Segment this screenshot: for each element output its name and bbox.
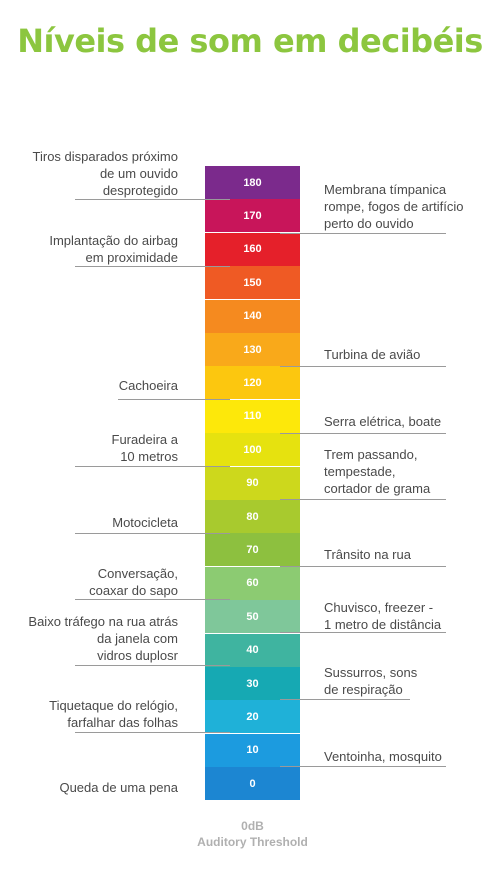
label-light-traffic: Baixo tráfego na rua atrás da janela com… [28,614,178,663]
scale-segment-180: 180 [205,166,300,199]
scale-segment-50: 50 [205,600,300,634]
scale-value: 150 [243,276,262,289]
scale-value: 40 [246,644,259,657]
scale-value: 130 [243,343,262,356]
leader-line [75,732,230,733]
label-airbag: Implantação do airbag em proximidade [49,233,178,265]
label-gunshot: Tiros disparados próximo de um ouvido de… [32,149,178,198]
scale-segment-60: 60 [205,566,300,600]
label-chainsaw: Serra elétrica, boate [324,414,442,429]
scale-segment-20: 20 [205,700,300,734]
label-drill: Furadeira a 10 metros [111,432,178,464]
scale-segment-90: 90 [205,466,300,500]
scale-segment-30: 30 [205,667,300,700]
scale-value: 30 [246,677,259,690]
leader-line [280,632,446,633]
threshold-caption: Auditory Threshold [197,835,308,849]
scale-segment-120: 120 [205,366,300,400]
scale-segment-80: 80 [205,500,300,533]
scale-value: 110 [243,410,262,423]
label-street-traffic: Trânsito na rua [324,547,411,562]
label-train: Trem passando, tempestade, cortador de g… [324,447,431,496]
scale-segment-160: 160 [205,232,300,266]
threshold-value: 0dB [241,819,264,833]
leader-line [75,199,230,200]
label-fan: Ventoinha, mosquito [324,749,442,764]
leader-line [280,233,446,234]
label-motorcycle: Motocicleta [112,515,178,530]
scale-value: 90 [246,477,259,490]
scale-value: 160 [243,243,262,256]
scale-value: 120 [243,376,262,389]
scale-value: 100 [243,443,262,456]
leader-line [280,566,446,567]
label-whisper: Sussurros, sons de respiração [324,665,418,697]
scale-segment-70: 70 [205,533,300,567]
scale-segment-110: 110 [205,399,300,433]
leader-line [75,533,230,534]
scale-segment-10: 10 [205,733,300,767]
leader-line [75,266,230,267]
scale-segment-140: 140 [205,299,300,333]
scale-value: 50 [246,610,259,623]
scale-value: 170 [243,209,262,222]
label-eardrum: Membrana tímpanica rompe, fogos de artif… [324,182,464,231]
label-clock: Tiquetaque do relógio, farfalhar das fol… [49,698,178,730]
leader-line [280,699,410,700]
leader-line [75,665,230,666]
scale-value: 70 [246,543,259,556]
page-title: Níveis de som em decibéis [17,22,483,60]
scale-value: 10 [246,744,259,757]
scale-segment-130: 130 [205,333,300,366]
scale-value: 180 [243,176,262,189]
leader-line [75,599,230,600]
scale-value: 20 [246,710,259,723]
label-jet-engine: Turbina de avião [324,347,421,362]
scale-value: 0 [249,777,256,790]
scale-value: 60 [246,577,259,590]
leader-line [280,766,446,767]
decibel-scale: 180 170 160 150 140 130 120 110 100 90 8… [205,166,300,801]
leader-line [280,499,446,500]
scale-segment-150: 150 [205,266,300,300]
scale-segment-0: 0 [205,767,300,801]
leader-line [280,433,446,434]
scale-segment-40: 40 [205,633,300,667]
scale-value: 140 [243,310,262,323]
label-conversation: Conversação, coaxar do sapo [89,566,178,598]
leader-line [75,466,230,467]
leader-line [118,399,230,400]
scale-segment-100: 100 [205,433,300,467]
label-drizzle: Chuvisco, freezer - 1 metro de distância [324,600,442,632]
scale-value: 80 [246,510,259,523]
label-waterfall: Cachoeira [118,378,178,393]
leader-line [280,366,446,367]
scale-segment-170: 170 [205,199,300,233]
label-feather: Queda de uma pena [59,780,178,795]
